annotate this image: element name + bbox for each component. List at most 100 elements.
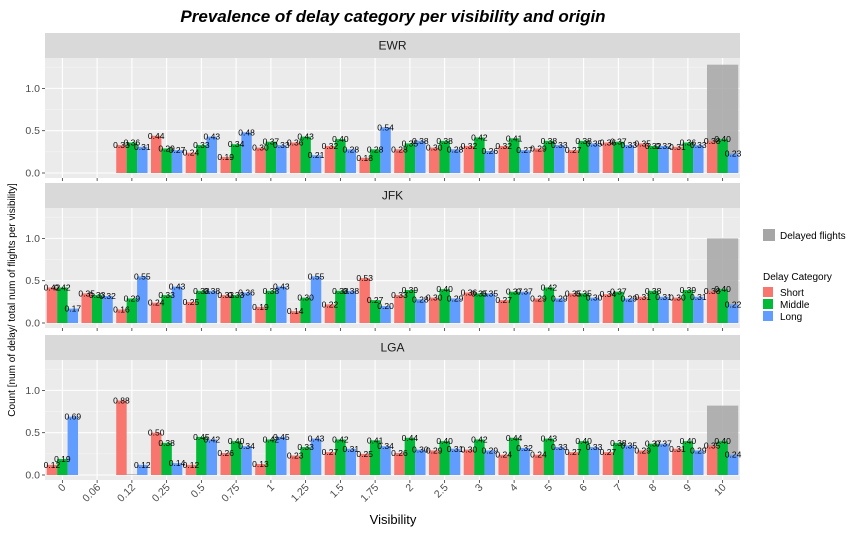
bar-long xyxy=(137,276,148,323)
bar-long xyxy=(484,151,496,173)
bar-middle xyxy=(161,442,172,475)
data-label-long: 0.43 xyxy=(169,282,186,292)
bar-short xyxy=(602,294,614,323)
data-label-short: 0.24 xyxy=(530,450,547,460)
bar-short xyxy=(255,306,266,323)
bar-long xyxy=(310,276,322,323)
data-label-middle: 0.43 xyxy=(297,132,314,142)
bar-long xyxy=(484,450,496,475)
y-tick-label: 0.5 xyxy=(25,275,40,287)
bar-middle xyxy=(439,289,450,323)
legend-label-middle: Middle xyxy=(780,300,810,311)
bar-middle xyxy=(717,441,728,475)
data-label-middle: 0.38 xyxy=(193,286,210,296)
bar-middle xyxy=(369,440,381,475)
bar-long xyxy=(67,308,79,323)
bar-long xyxy=(693,296,704,323)
data-label-middle: 0.38 xyxy=(645,286,662,296)
bar-short xyxy=(220,156,231,173)
data-label-short: 0.24 xyxy=(183,148,200,158)
bar-short xyxy=(428,450,440,475)
bar-middle xyxy=(265,141,277,173)
bar-middle xyxy=(717,139,728,173)
bar-short xyxy=(185,301,197,323)
data-label-short: 0.12 xyxy=(44,460,61,470)
bar-short xyxy=(359,278,370,323)
bar-middle xyxy=(717,289,728,323)
data-label-short: 0.29 xyxy=(530,293,547,303)
data-label-long: 0.32 xyxy=(99,291,116,301)
bar-long xyxy=(519,447,530,475)
bar-middle xyxy=(230,441,242,475)
bar-short xyxy=(255,464,266,475)
bar-long xyxy=(693,450,704,475)
data-label-short: 0.27 xyxy=(565,145,582,155)
data-label-middle: 0.27 xyxy=(367,295,384,305)
data-label-middle: 0.41 xyxy=(367,435,384,445)
data-label-long: 0.27 xyxy=(169,145,186,155)
bar-middle xyxy=(335,139,346,173)
data-label-long: 0.55 xyxy=(134,271,151,281)
data-label-middle: 0.29 xyxy=(158,143,175,153)
data-label-middle: 0.35 xyxy=(471,288,488,298)
x-tick-label: 0.25 xyxy=(150,482,173,505)
data-label-long: 0.33 xyxy=(586,442,603,452)
data-label-middle: 0.35 xyxy=(402,138,419,148)
data-label-short: 0.44 xyxy=(148,131,165,141)
bar-long xyxy=(658,443,669,475)
data-label-long: 0.28 xyxy=(412,294,429,304)
data-label-middle: 0.42 xyxy=(54,282,71,292)
data-label-middle: 0.33 xyxy=(89,290,106,300)
bar-short xyxy=(150,302,162,323)
facet-strip xyxy=(45,183,740,208)
data-label-short: 0.26 xyxy=(217,448,234,458)
bar-middle xyxy=(161,148,172,173)
bar-middle xyxy=(647,145,659,173)
data-label-short: 0.26 xyxy=(391,448,408,458)
data-label-short: 0.29 xyxy=(634,445,651,455)
data-label-long: 0.20 xyxy=(377,301,394,311)
data-label-long: 0.45 xyxy=(273,432,290,442)
data-label-middle: 0.38 xyxy=(263,286,280,296)
bar-short xyxy=(220,453,231,475)
bar-middle xyxy=(126,298,138,323)
bar-long xyxy=(276,145,287,173)
x-tick-label: 3 xyxy=(473,482,486,495)
data-label-short: 0.30 xyxy=(461,445,478,455)
data-label-short: 0.13 xyxy=(252,459,269,469)
bar-short xyxy=(150,432,162,475)
bar-long xyxy=(449,149,461,173)
bar-long xyxy=(588,143,600,173)
bar-short xyxy=(359,453,370,475)
data-label-long: 0.29 xyxy=(447,293,464,303)
bar-middle xyxy=(230,295,242,323)
bar-middle xyxy=(682,142,694,173)
bar-middle xyxy=(543,438,555,475)
bar-short xyxy=(637,143,648,173)
data-label-long: 0.12 xyxy=(134,460,151,470)
data-label-middle: 0.44 xyxy=(506,433,523,443)
bar-short xyxy=(498,300,509,323)
bar-short xyxy=(463,449,475,475)
bar-short xyxy=(116,309,127,323)
x-tick-label: 1.25 xyxy=(289,482,312,505)
data-label-long: 0.30 xyxy=(586,293,603,303)
facet-strip-label: LGA xyxy=(380,341,404,355)
data-label-long: 0.33 xyxy=(551,442,568,452)
data-label-short: 0.36 xyxy=(287,138,304,148)
bar-short xyxy=(46,464,58,475)
bar-long xyxy=(484,293,496,323)
data-label-middle: 0.42 xyxy=(332,434,349,444)
legend-title: Delay Category xyxy=(763,272,832,283)
bar-short xyxy=(672,448,683,475)
bar-long xyxy=(415,140,426,173)
bar-middle xyxy=(196,436,207,475)
y-tick-label: 0.0 xyxy=(25,318,40,330)
data-label-short: 0.25 xyxy=(356,449,373,459)
data-label-middle: 0.43 xyxy=(541,434,558,444)
y-tick-label: 0.0 xyxy=(25,168,40,180)
bar-long xyxy=(310,155,322,173)
bar-short xyxy=(116,145,127,173)
data-label-middle: 0.42 xyxy=(471,132,488,142)
bar-long xyxy=(241,292,252,323)
